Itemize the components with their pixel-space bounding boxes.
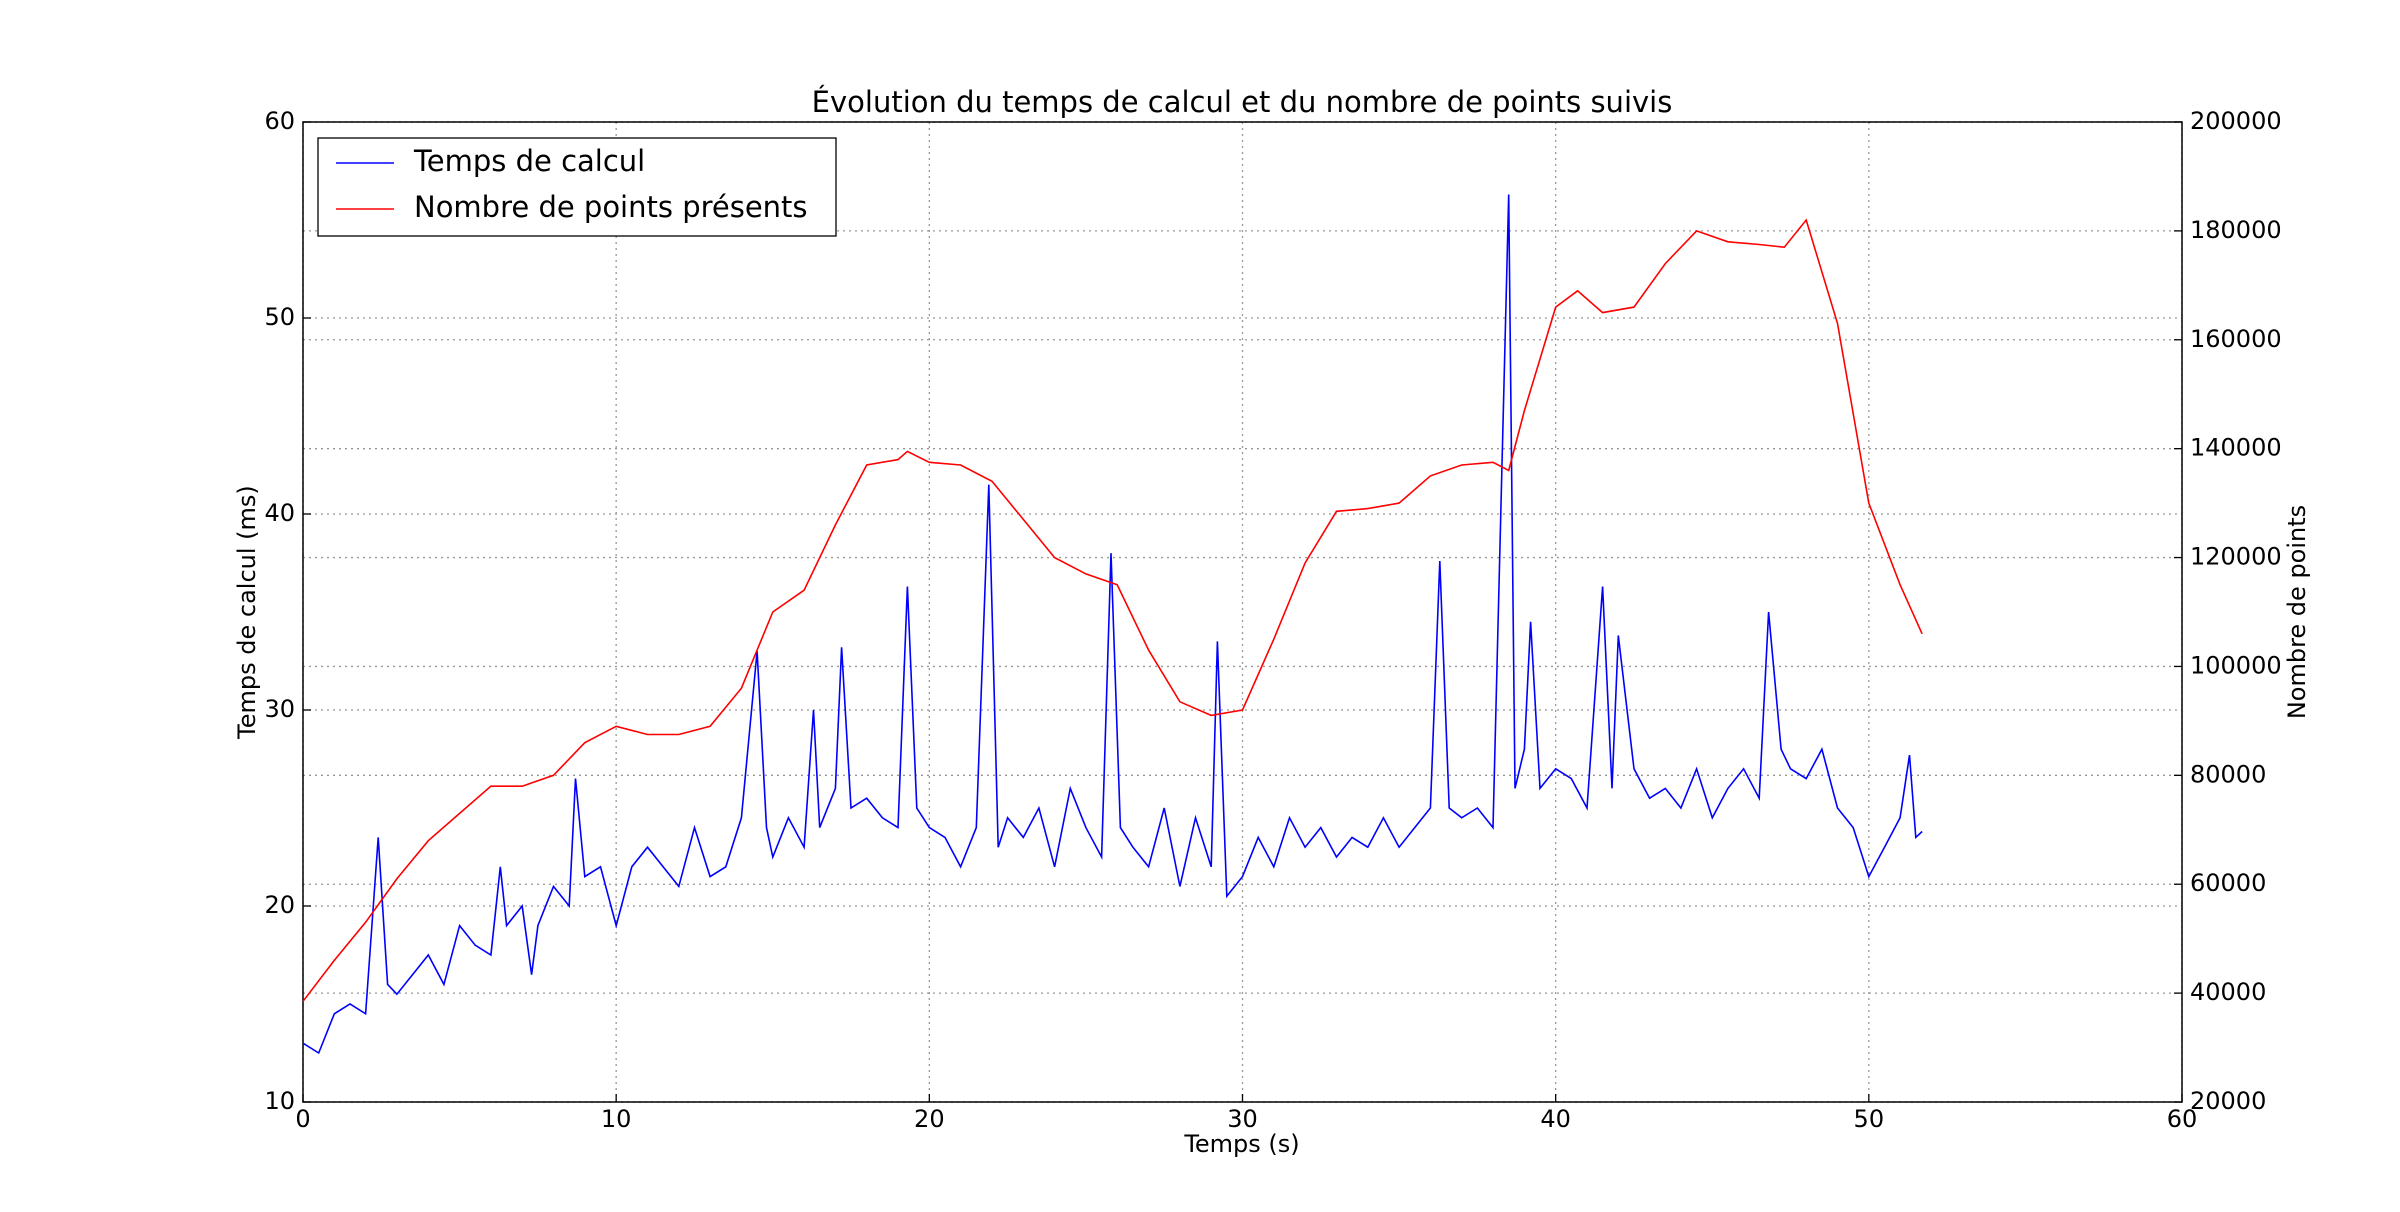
data-line xyxy=(302,218,1923,1002)
y-tick-label: 40 xyxy=(264,499,295,527)
y2-tick-label: 20000 xyxy=(2190,1087,2266,1115)
y-axis-label: Temps de calcul (ms) xyxy=(233,485,261,740)
y2-tick-label: 200000 xyxy=(2190,107,2282,135)
y2-tick-label: 40000 xyxy=(2190,978,2266,1006)
legend-label: Temps de calcul xyxy=(413,144,645,178)
y-tick-label: 10 xyxy=(264,1087,295,1115)
legend-label: Nombre de points présents xyxy=(414,190,808,224)
x-tick-label: 60 xyxy=(2167,1105,2198,1133)
x-tick-label: 50 xyxy=(1854,1105,1885,1133)
y2-tick-label: 180000 xyxy=(2190,216,2282,244)
y2-tick-label: 140000 xyxy=(2190,434,2282,462)
y-tick-label: 30 xyxy=(264,695,295,723)
y2-tick-label: 60000 xyxy=(2190,869,2266,897)
y2-tick-label: 100000 xyxy=(2190,651,2282,679)
x-tick-label: 40 xyxy=(1540,1105,1571,1133)
y-tick-label: 60 xyxy=(264,107,295,135)
x-axis-label: Temps (s) xyxy=(1183,1130,1299,1158)
x-tick-label: 10 xyxy=(601,1105,632,1133)
y2-tick-label: 80000 xyxy=(2190,760,2266,788)
y2-tick-label: 120000 xyxy=(2190,543,2282,571)
chart-title: Évolution du temps de calcul et du nombr… xyxy=(812,85,1673,119)
x-tick-label: 0 xyxy=(295,1105,310,1133)
plot-frame xyxy=(302,121,2183,1103)
x-tick-label: 30 xyxy=(1227,1105,1258,1133)
legend-box xyxy=(317,137,837,237)
y-tick-label: 20 xyxy=(264,891,295,919)
y2-tick-label: 160000 xyxy=(2190,325,2282,353)
y2-axis-label: Nombre de points xyxy=(2283,505,2311,719)
data-line xyxy=(302,194,1923,1055)
x-tick-label: 20 xyxy=(914,1105,945,1133)
y-tick-label: 50 xyxy=(264,303,295,331)
